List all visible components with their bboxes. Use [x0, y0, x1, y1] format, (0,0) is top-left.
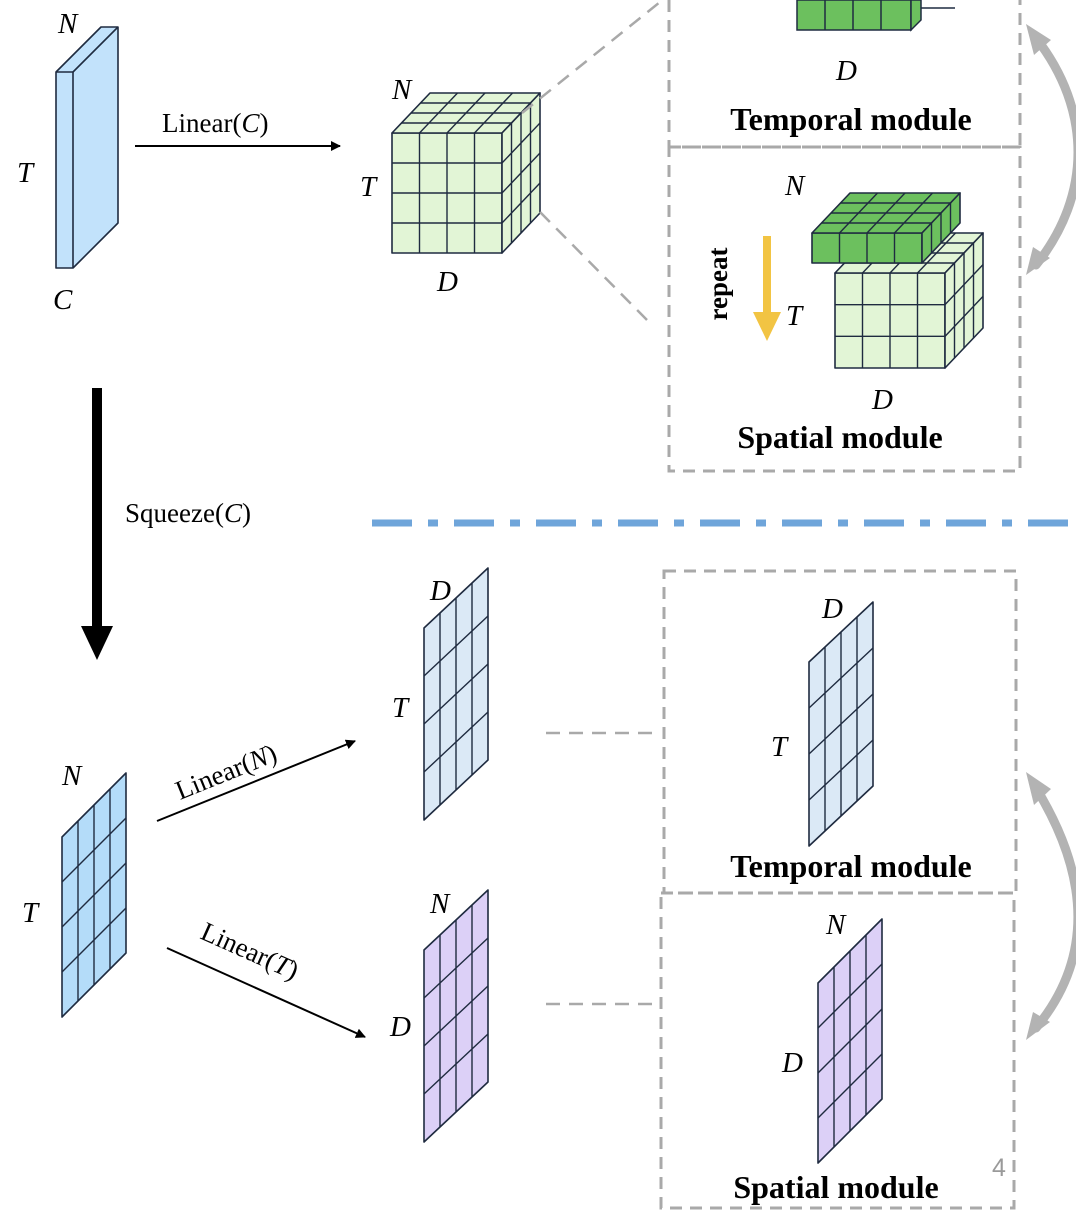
cube-d-label: D [436, 266, 458, 298]
spatial-top-n-label: N [784, 170, 806, 202]
spatial-cube-side-face [944, 232, 984, 369]
squeezed-plane [61, 772, 127, 1018]
page-number: 4 [992, 1154, 1006, 1182]
temporal-plane-bottom [808, 601, 874, 847]
temporal-module-panel-top [667, 0, 1022, 149]
plane-blue-d-label: D [429, 575, 451, 607]
spatial-module-panel-top [667, 145, 1022, 473]
spatial-module-title-bottom: Spatial module [733, 1169, 938, 1205]
cube-t-label: T [360, 171, 378, 203]
linear-t-arrow [166, 947, 366, 1038]
spatial-top-d-label: D [871, 384, 893, 416]
cube-main-side-face [501, 92, 541, 254]
alternate-arrow-top-head-down [1026, 247, 1050, 275]
cube-connector-lower [539, 211, 651, 324]
spatial-slab-front [811, 232, 923, 264]
spatial-bottom-d-label: D [781, 1047, 803, 1079]
temporal-module-title-bottom: Temporal module [730, 848, 972, 884]
alternate-arrow-bottom-head-up [1026, 772, 1051, 805]
spatial-plane-bottom [817, 918, 883, 1164]
temporal-bottom-t-label: T [771, 731, 789, 763]
linear-n-label: Linear(N) [171, 738, 281, 806]
spatial-module-title-top: Spatial module [737, 419, 942, 455]
spatial-slab-side [921, 192, 961, 264]
spatial-top-t-label: T [786, 300, 804, 332]
cube-n-label: N [391, 74, 413, 106]
plane-blue-t-label: T [392, 692, 410, 724]
spatial-bottom-n-label: N [825, 909, 847, 941]
cube-main-front-face [391, 132, 503, 254]
temporal-module-panel-bottom [662, 569, 1018, 895]
squeeze-label: Squeeze(C) [125, 498, 251, 528]
squeeze-arrow-head [81, 626, 113, 660]
alternate-arrow-bottom-head-down [1026, 1012, 1050, 1040]
plane-purple-d-label: D [389, 1011, 411, 1043]
temporal-top-d-label: D [835, 55, 857, 87]
spatial-cube-front-face [834, 272, 946, 369]
feature-cube [391, 92, 541, 254]
input-c-label: C [53, 284, 73, 316]
temporal-bottom-d-label: D [821, 593, 843, 625]
repeat-arrow [753, 236, 781, 341]
spatial-slab-top [811, 192, 961, 234]
linear-c-label: Linear(C) [162, 108, 268, 138]
spatial-slab-top [811, 192, 961, 264]
alternate-arrow-bottom [1031, 783, 1076, 1033]
plane-purple-n-label: N [429, 888, 451, 920]
repeat-label: repeat [703, 248, 733, 321]
plane-purple [423, 889, 489, 1143]
squeezed-t-label: T [22, 897, 40, 929]
input-slab-blue [55, 26, 119, 269]
alternate-arrow-top-head-up [1026, 24, 1051, 55]
input-t-label: T [17, 157, 35, 189]
cube-connector-upper [521, 1, 661, 114]
temporal-slice-top [796, 0, 955, 32]
temporal-module-title-top: Temporal module [730, 101, 972, 137]
squeeze-arrow [92, 388, 102, 628]
input-n-label: N [57, 8, 79, 40]
alternate-arrow-top [1031, 33, 1076, 270]
linear-n-arrow [156, 739, 356, 822]
plane-blue [423, 567, 489, 821]
squeezed-n-label: N [61, 760, 83, 792]
linear-t-label: Linear(T) [197, 916, 304, 985]
spatial-module-panel-bottom [659, 891, 1016, 1210]
